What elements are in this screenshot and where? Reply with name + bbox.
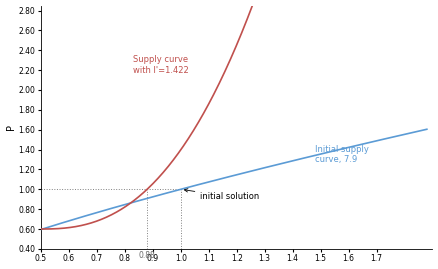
- Text: 0.88: 0.88: [139, 251, 155, 260]
- Text: initial solution: initial solution: [184, 189, 260, 201]
- Text: Supply curve
with l'=1.422: Supply curve with l'=1.422: [133, 55, 189, 75]
- Y-axis label: P: P: [6, 124, 16, 130]
- Text: Initial supply
curve, 7.9: Initial supply curve, 7.9: [315, 145, 369, 164]
